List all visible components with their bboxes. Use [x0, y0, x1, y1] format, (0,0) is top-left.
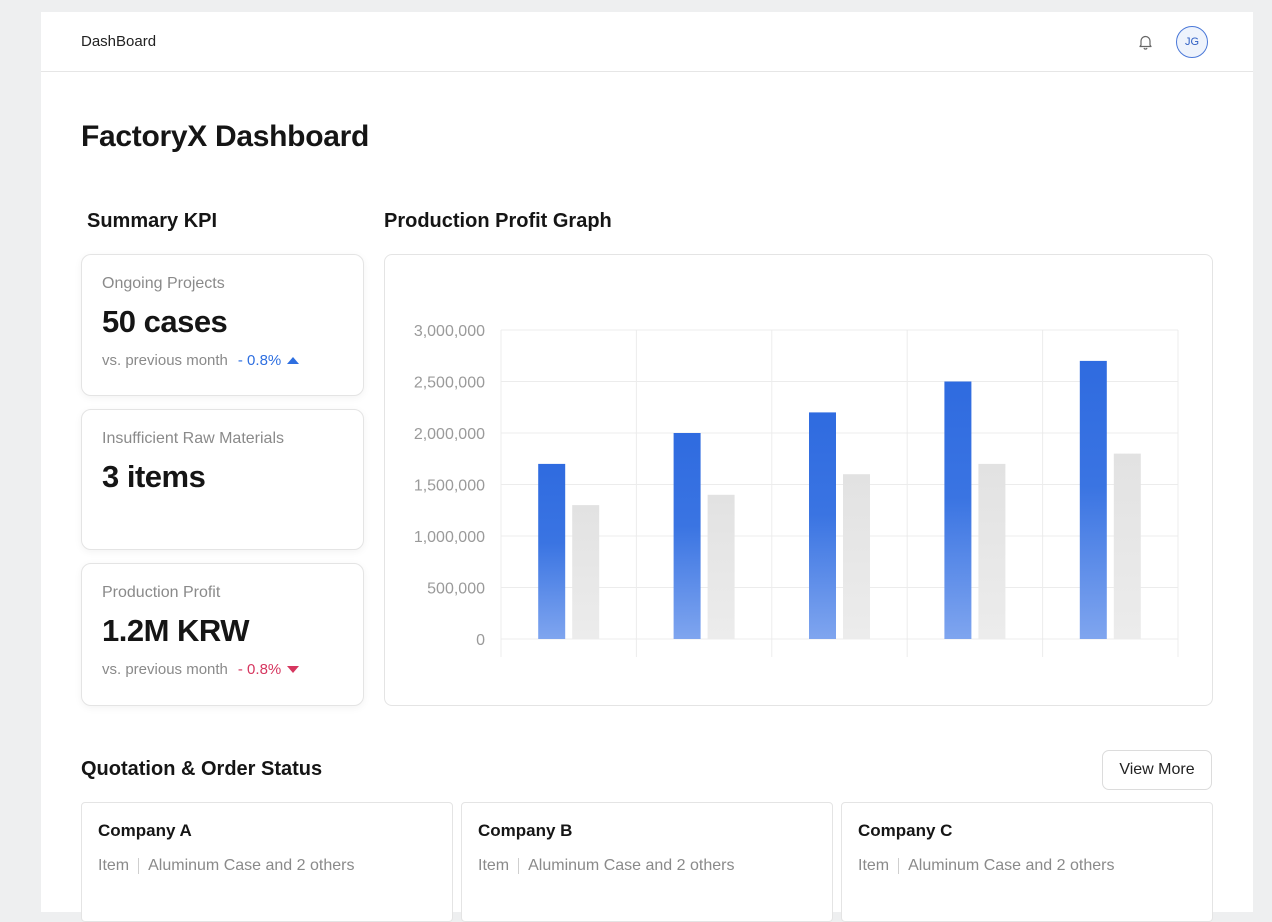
profit-chart-card: 0 500,000 1,000,000 1,500,000 2,000,000 2,500…: [384, 254, 1213, 706]
bell-icon[interactable]: [1136, 33, 1154, 51]
item-label: Item: [98, 857, 130, 874]
item-label: Item: [478, 857, 510, 874]
comparison-bar[interactable]: [843, 474, 870, 639]
arrow-up-icon: [287, 357, 300, 364]
kpi-card-insufficient-materials: Insufficient Raw Materials 3 items: [81, 409, 364, 550]
arrow-down-icon: [287, 666, 300, 673]
kpi-compare-label: vs. previous month: [102, 352, 228, 369]
page-title: FactoryX Dashboard: [81, 120, 370, 153]
profit-bar[interactable]: [809, 412, 836, 639]
kpi-card-production-profit: Production Profit 1.2M KRW vs. previous …: [81, 563, 364, 706]
company-name: Company C: [858, 821, 953, 840]
kpi-value: 50 cases: [102, 304, 228, 339]
y-tick-label: 1,000,000: [414, 529, 485, 546]
kpi-value: 1.2M KRW: [102, 613, 250, 648]
y-tick-label: 3,000,000: [414, 323, 485, 340]
company-card-c[interactable]: Company C Item Aluminum Case and 2 other…: [841, 802, 1213, 922]
top-bar: DashBoard JG: [41, 12, 1253, 72]
avatar[interactable]: JG: [1176, 25, 1208, 58]
kpi-delta: - 0.8%: [237, 352, 300, 369]
profit-graph-title: Production Profit Graph: [384, 210, 612, 232]
y-tick-label: 2,000,000: [414, 426, 485, 443]
kpi-value: 3 items: [102, 459, 206, 494]
kpi-delta-value: - 0.8%: [237, 352, 282, 369]
company-name: Company A: [98, 821, 192, 840]
profit-bar[interactable]: [1079, 360, 1107, 639]
profit-bar-chart: 0 500,000 1,000,000 1,500,000 2,000,000 2,500…: [414, 323, 1179, 657]
company-item-row: Item Aluminum Case and 2 others: [478, 857, 816, 875]
profit-bar[interactable]: [538, 463, 566, 639]
comparison-bar[interactable]: [1113, 453, 1141, 639]
company-name: Company B: [478, 821, 573, 840]
y-tick-label: 2,500,000: [414, 375, 485, 392]
divider: [518, 858, 520, 874]
kpi-label: Ongoing Projects: [102, 275, 225, 292]
y-tick-label: 500,000: [427, 581, 485, 598]
comparison-bar[interactable]: [572, 505, 600, 639]
view-more-button[interactable]: View More: [1102, 750, 1212, 790]
item-value: Aluminum Case and 2 others: [528, 857, 735, 874]
divider: [138, 858, 140, 874]
kpi-label: Production Profit: [102, 584, 221, 601]
divider: [898, 858, 900, 874]
kpi-compare: vs. previous month - 0.8%: [102, 352, 343, 369]
item-value: Aluminum Case and 2 others: [148, 857, 355, 874]
topbar-actions: JG: [1136, 25, 1208, 58]
comparison-bar[interactable]: [978, 463, 1006, 639]
kpi-delta: - 0.8%: [237, 661, 300, 678]
profit-bar[interactable]: [944, 381, 972, 640]
company-card-a[interactable]: Company A Item Aluminum Case and 2 other…: [81, 802, 453, 922]
brand-label[interactable]: DashBoard: [81, 33, 157, 50]
company-card-b[interactable]: Company B Item Aluminum Case and 2 other…: [461, 802, 833, 922]
summary-kpi-title: Summary KPI: [87, 210, 218, 232]
y-tick-label: 0: [476, 632, 485, 649]
kpi-compare-label: vs. previous month: [102, 661, 228, 678]
kpi-delta-value: - 0.8%: [237, 661, 282, 678]
kpi-label: Insufficient Raw Materials: [102, 430, 284, 447]
item-value: Aluminum Case and 2 others: [908, 857, 1115, 874]
company-item-row: Item Aluminum Case and 2 others: [858, 857, 1196, 875]
company-item-row: Item Aluminum Case and 2 others: [98, 857, 436, 875]
app-window: DashBoard JG FactoryX Dashboard Summary …: [41, 12, 1253, 922]
comparison-bar[interactable]: [707, 494, 735, 639]
kpi-compare: vs. previous month - 0.8%: [102, 661, 343, 678]
orders-title: Quotation & Order Status: [81, 758, 323, 780]
item-label: Item: [858, 857, 890, 874]
y-tick-label: 1,500,000: [414, 478, 485, 495]
profit-bar[interactable]: [673, 433, 701, 639]
kpi-card-ongoing-projects: Ongoing Projects 50 cases vs. previous m…: [81, 254, 364, 396]
